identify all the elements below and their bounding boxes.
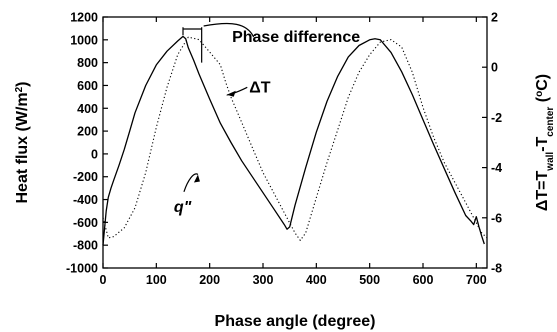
y-left-label-sup: 2: [14, 86, 25, 92]
y-left-tick-label: -400: [73, 193, 98, 207]
y-right-label-sub2: center: [545, 107, 556, 137]
x-tick-label: 300: [253, 273, 274, 287]
y-right-label-mid: -T: [534, 136, 551, 151]
q-flux-leader: [183, 173, 199, 193]
x-tick-label: 0: [100, 273, 107, 287]
y-left-tick-label: 0: [91, 147, 98, 161]
phase-difference-bracket: [182, 27, 203, 63]
x-tick-label: 400: [306, 273, 327, 287]
y-axis-left-label: Heat flux (W/m2): [14, 81, 32, 203]
y-right-label-unit: C): [534, 74, 551, 91]
series-layer: [102, 35, 488, 246]
delta-t-arrowhead: [226, 90, 236, 97]
q-flux-arrowhead: [193, 174, 200, 183]
y-right-label-sup: o: [534, 91, 545, 97]
x-tick-label: 200: [199, 273, 220, 287]
y-left-tick-label: 1200: [70, 11, 98, 25]
x-tick-label: 600: [413, 273, 434, 287]
y-left-label-close: ): [14, 81, 31, 86]
y-right-label-pre: ΔT=T: [534, 170, 551, 211]
y-right-label-open: (: [534, 96, 551, 106]
y-right-tick-label: -4: [491, 161, 502, 175]
y-left-tick-label: 200: [77, 125, 98, 139]
q-flux-label: q": [174, 199, 192, 216]
y-left-tick-label: 800: [77, 56, 98, 70]
y-left-tick-label: -1000: [66, 262, 98, 276]
plot-frame: [102, 16, 488, 269]
x-tick-label: 700: [466, 273, 487, 287]
ticks-layer: 0 100 200 300 400 500 600 700-1000-800-600-400-…: [66, 11, 502, 288]
y-right-tick-label: 2: [491, 11, 498, 25]
y-right-tick-label: -6: [491, 211, 502, 225]
x-axis-label: Phase angle (degree): [215, 313, 376, 330]
y-axis-right-label: ΔT=Twall-Tcenter (oC): [534, 74, 556, 211]
delta-t-label: ΔT: [249, 79, 271, 96]
y-right-tick-label: 0: [491, 61, 498, 75]
y-left-tick-label: -600: [73, 216, 98, 230]
x-tick-label: 500: [359, 273, 380, 287]
y-right-label-sub1: wall: [545, 152, 556, 172]
y-left-tick-label: 400: [77, 102, 98, 116]
phase-difference-leader: [203, 22, 255, 38]
y-left-tick-label: -800: [73, 239, 98, 253]
y-left-label-text: Heat flux (W/m: [14, 92, 31, 203]
series-line-q-flux: [102, 35, 485, 246]
x-tick-label: 100: [146, 273, 167, 287]
y-right-tick-label: -8: [491, 262, 502, 276]
annotation-layer: Phase difference ΔT q": [174, 22, 360, 216]
y-right-tick-label: -2: [491, 111, 502, 125]
y-left-tick-label: 600: [77, 79, 98, 93]
series-line-delta-t: [102, 36, 488, 241]
y-left-tick-label: -200: [73, 170, 98, 184]
y-left-tick-label: 1000: [70, 33, 98, 47]
phase-difference-label: Phase difference: [232, 29, 360, 46]
plot-area: [102, 16, 488, 269]
